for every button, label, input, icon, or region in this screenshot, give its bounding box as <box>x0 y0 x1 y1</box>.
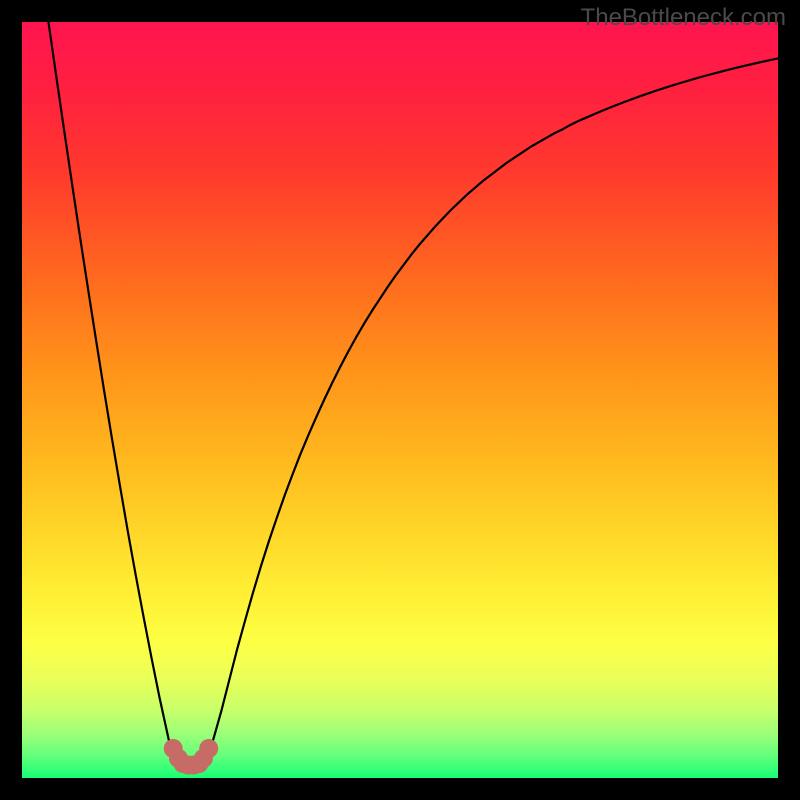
optimal-point-marker <box>199 739 218 758</box>
chart-container: TheBottleneck.com <box>0 0 800 800</box>
bottleneck-chart <box>0 0 800 800</box>
plot-background <box>22 22 778 778</box>
